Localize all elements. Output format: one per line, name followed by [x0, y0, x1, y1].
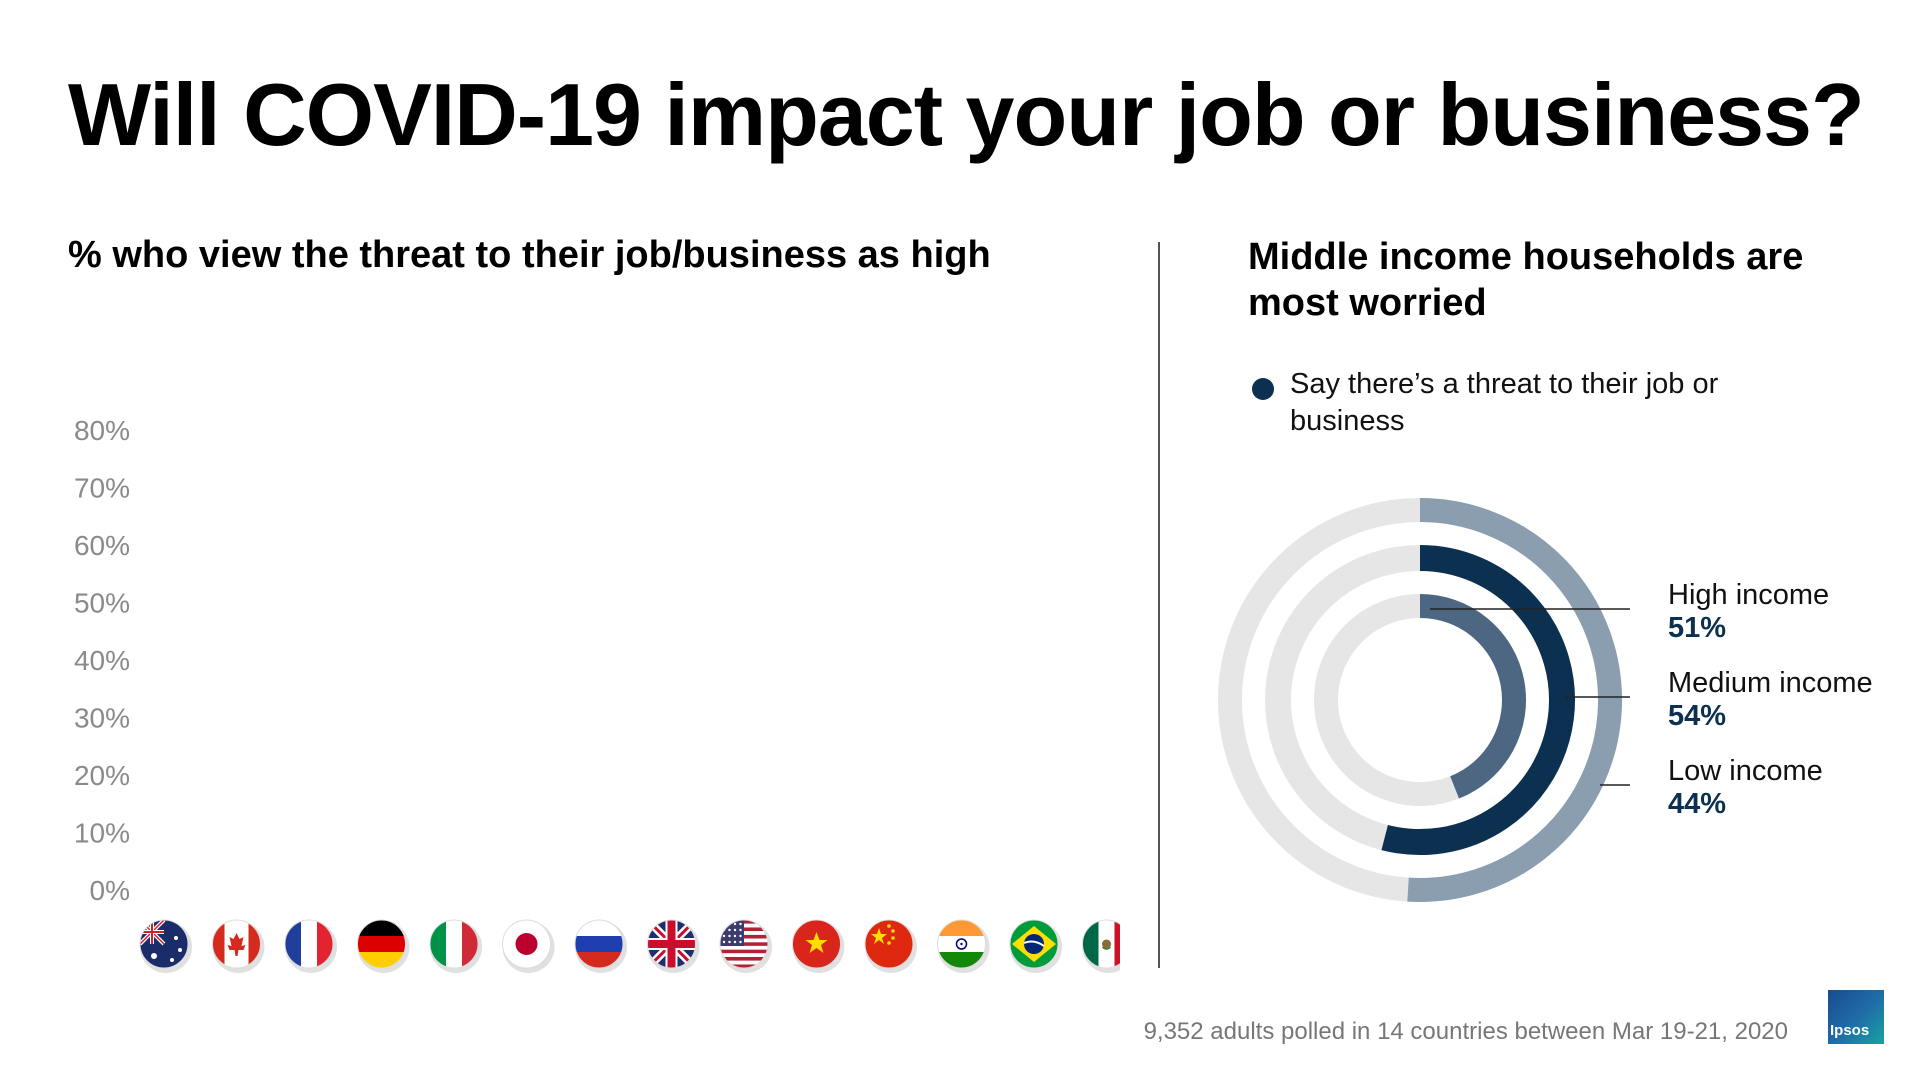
- donut-arc-high-income: [1407, 498, 1622, 902]
- y-tick-label: 80%: [74, 415, 130, 446]
- donut-arc-medium-income: [1381, 545, 1575, 855]
- medium-income-label: Medium income: [1668, 667, 1873, 699]
- y-axis: 80% 70% 60% 50% 40% 30% 20% 10% 0%: [74, 415, 130, 906]
- uk-flag-icon: [647, 919, 700, 973]
- right-chart-subtitle: Middle income households are most worrie…: [1248, 236, 1804, 324]
- mexico-flag-icon: [1082, 919, 1120, 973]
- y-tick-label: 10%: [74, 818, 130, 849]
- y-tick-label: 70%: [74, 473, 130, 504]
- high-income-label: High income: [1668, 579, 1830, 611]
- left-chart-subtitle: % who view the threat to their job/busin…: [68, 234, 991, 276]
- italy-flag-icon: [429, 919, 482, 973]
- high-income-value: 51%: [1668, 612, 1727, 644]
- legend-label: Say there’s a threat to their job or bus…: [1290, 368, 1719, 437]
- russia-flag-icon: [574, 919, 627, 973]
- china-flag-icon: [864, 919, 917, 973]
- india-flag-icon: [937, 919, 990, 973]
- divider: [1158, 242, 1160, 968]
- low-income-value: 44%: [1668, 788, 1727, 820]
- low-income-label: Low income: [1668, 755, 1823, 787]
- income-donut-chart: [1218, 498, 1630, 902]
- y-tick-label: 30%: [74, 703, 130, 734]
- y-tick-label: 0%: [90, 875, 130, 906]
- germany-flag-icon: [357, 919, 410, 973]
- donut-arc-low-income: [1419, 594, 1526, 799]
- y-tick-label: 50%: [74, 588, 130, 619]
- country-bar-chart: 80% 70% 60% 50% 40% 30% 20% 10% 0%: [74, 415, 1120, 973]
- ipsos-logo: Ipsos: [1828, 990, 1884, 1044]
- japan-flag-icon: [502, 919, 555, 973]
- vietnam-flag-icon: [792, 919, 845, 973]
- x-axis-flags: [139, 919, 1120, 973]
- logo-text: Ipsos: [1830, 1022, 1870, 1039]
- legend: Say there’s a threat to their job or bus…: [1248, 366, 1808, 440]
- y-tick-label: 60%: [74, 530, 130, 561]
- page-title: Will COVID-19 impact your job or busines…: [68, 65, 1865, 164]
- brazil-flag-icon: [1009, 919, 1062, 973]
- legend-dot-icon: [1252, 378, 1274, 400]
- usa-flag-icon: [719, 919, 772, 973]
- y-tick-label: 40%: [74, 645, 130, 676]
- australia-flag-icon: [139, 919, 192, 973]
- medium-income-value: 54%: [1668, 700, 1727, 732]
- canada-flag-icon: [212, 919, 265, 973]
- france-flag-icon: [284, 919, 337, 973]
- y-tick-label: 20%: [74, 760, 130, 791]
- footer-note: 9,352 adults polled in 14 countries betw…: [1143, 1018, 1788, 1045]
